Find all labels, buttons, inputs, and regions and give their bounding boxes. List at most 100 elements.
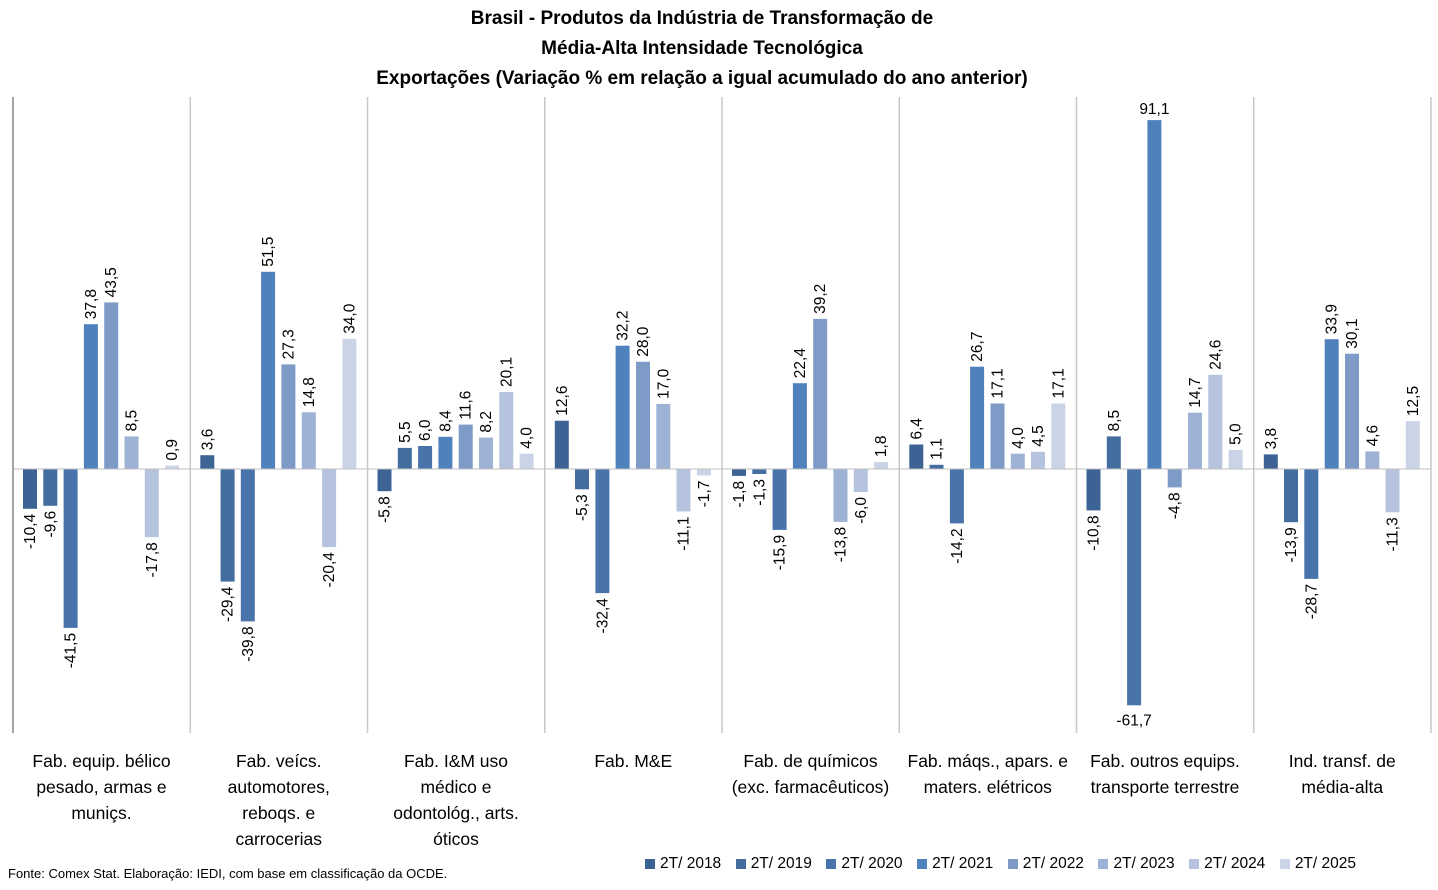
data-label: -28,7 [1303, 584, 1320, 619]
legend-label: 2T/ 2023 [1113, 855, 1175, 872]
bar [63, 469, 78, 628]
data-label: -1,8 [731, 481, 748, 508]
bar [1385, 469, 1400, 513]
data-label: 39,2 [812, 284, 829, 314]
category-label-line: pesado, armas e [36, 777, 167, 797]
data-label: 24,6 [1207, 340, 1224, 370]
category-label-line: Fab. de químicos [743, 751, 878, 771]
category-label-line: automotores, [227, 777, 330, 797]
bar [1031, 451, 1045, 469]
bar [220, 469, 235, 582]
legend-label: 2T/ 2021 [932, 855, 994, 872]
bar [1106, 436, 1121, 469]
legend-label: 2T/ 2020 [841, 855, 903, 872]
data-label: 14,7 [1187, 378, 1204, 408]
legend-swatch [735, 859, 746, 869]
data-label: 3,8 [1263, 428, 1280, 450]
data-label: -29,4 [220, 586, 237, 622]
bar [458, 424, 473, 469]
bar [636, 361, 650, 469]
bar [23, 469, 37, 509]
bar [1127, 469, 1142, 706]
bar [1365, 451, 1380, 469]
chart-title-line-3: Exportações (Variação % em relação a igu… [376, 68, 1028, 89]
legend-item: 2T/ 2018 [645, 855, 721, 873]
data-label: 27,3 [280, 329, 297, 359]
chart-title-line-1: Brasil - Produtos da Indústria de Transf… [470, 8, 934, 29]
bar [874, 462, 889, 469]
data-label: 12,6 [554, 386, 571, 416]
chart-title-line-2: Média-Alta Intensidade Tecnológica [541, 38, 863, 59]
category-label-line: Ind. transf. de [1288, 751, 1396, 771]
category-label-line: Fab. veícs. [235, 751, 322, 771]
bar [772, 469, 787, 530]
bar [929, 464, 944, 469]
legend-swatch [917, 859, 928, 869]
data-label: 14,8 [301, 377, 318, 407]
bar [1086, 469, 1101, 511]
bar [949, 469, 964, 524]
data-label: 8,4 [437, 410, 454, 432]
data-label: -1,3 [751, 479, 768, 506]
data-label: -11,1 [676, 517, 693, 551]
bar [696, 469, 711, 476]
bar [1228, 449, 1243, 469]
legend-swatch [1007, 859, 1018, 869]
category-label-line: médico e [420, 777, 492, 797]
bar [438, 436, 453, 469]
data-label: -41,5 [63, 633, 80, 668]
legend: 2T/ 2018 2T/ 2019 2T/ 2020 2T/ 2021 2T/ 2022… [645, 855, 1371, 873]
bar [1405, 421, 1420, 469]
category-label: Fab. de químicos (exc. farmacêuticos) [722, 748, 899, 800]
bar [1051, 403, 1066, 469]
bar [83, 324, 98, 469]
bar [499, 392, 514, 469]
bar [615, 345, 630, 469]
bar [43, 469, 58, 506]
data-label: 37,8 [83, 289, 100, 319]
data-label: -5,3 [574, 494, 591, 521]
category-label-line: carrocerias [235, 829, 323, 849]
legend-item: 2T/ 2019 [735, 855, 812, 873]
data-label: 51,5 [260, 237, 277, 267]
bar [813, 318, 828, 469]
data-label: 17,1 [990, 368, 1007, 398]
category-label: Fab. veícs. automotores, reboqs. e carrocer… [190, 748, 367, 852]
bar [1304, 469, 1319, 579]
category-label-line: Fab. outros equips. [1090, 751, 1240, 771]
data-label: 1,8 [873, 436, 890, 458]
data-label: -10,4 [22, 513, 39, 549]
category-label-line: (exc. farmacêuticos) [731, 777, 890, 797]
data-label: -11,3 [1385, 517, 1402, 551]
data-label: -39,8 [240, 626, 257, 661]
data-label: 34,0 [341, 303, 358, 334]
chart-title: Brasil - Produtos da Indústria de Transf… [0, 4, 1404, 94]
data-label: 22,4 [792, 348, 809, 379]
bar [1284, 469, 1298, 523]
bar [104, 302, 119, 469]
legend-item: 2T/ 2024 [1189, 855, 1265, 873]
bar [200, 455, 215, 469]
bar [124, 436, 139, 469]
category-label-line: Fab. M&E [594, 751, 673, 771]
bar [676, 469, 691, 512]
bar [1010, 453, 1025, 469]
data-label: 91,1 [1139, 101, 1169, 118]
bar [575, 469, 589, 490]
data-label: -6,0 [853, 497, 870, 524]
legend-label: 2T/ 2019 [750, 855, 812, 872]
bar [732, 469, 746, 476]
bar [240, 469, 255, 622]
category-label-line: média-alta [1301, 777, 1384, 797]
data-label: 8,5 [124, 410, 141, 432]
bar [990, 403, 1005, 469]
bar [479, 437, 493, 469]
category-label-line: transporte terrestre [1090, 777, 1240, 797]
legend-swatch [1098, 859, 1109, 869]
data-label: 33,9 [1324, 304, 1341, 334]
bar [519, 453, 534, 469]
data-label: -15,9 [772, 535, 789, 570]
category-label: Fab. outros equips. transporte terrestre [1077, 748, 1254, 800]
legend-label: 2T/ 2022 [1022, 855, 1084, 872]
bar [1263, 454, 1278, 469]
